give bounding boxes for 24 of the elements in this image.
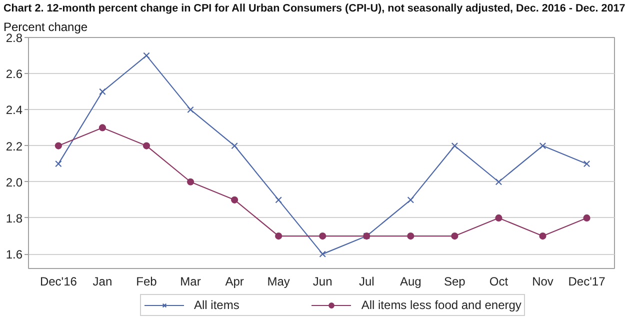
x-tick-label: Apr <box>225 274 244 288</box>
x-tick-label: Feb <box>136 274 158 288</box>
y-tick-label: 2.8 <box>6 31 23 45</box>
x-tick-label: Jan <box>92 274 112 288</box>
x-tick-label: Oct <box>489 274 509 288</box>
x-tick-label: Aug <box>400 274 422 288</box>
x-tick-label: May <box>267 274 290 288</box>
y-tick-label: 2.6 <box>6 67 23 82</box>
x-tick-label: Mar <box>180 274 201 288</box>
y-tick-label: 1.8 <box>6 211 23 226</box>
y-tick-label: 2.2 <box>6 139 23 154</box>
x-tick-label: Jun <box>312 274 332 288</box>
legend-label: All items <box>194 298 240 312</box>
y-axis-title: Percent change <box>4 20 88 34</box>
chart-title: Chart 2. 12-month percent change in CPI for All Urban Consumers (CPI-U), not seasonally adjusted, Dec. 2016 - Dec. 2017 <box>4 2 626 14</box>
y-tick-label: 2.4 <box>6 103 23 118</box>
x-tick-label: Jul <box>358 274 374 288</box>
y-tick-label: 2.0 <box>6 175 23 190</box>
legend-label: All items less food and energy <box>361 298 522 312</box>
x-tick-label: Dec'17 <box>568 274 606 288</box>
x-tick-label: Nov <box>532 274 554 288</box>
y-tick-label: 1.6 <box>6 248 23 262</box>
x-tick-label: Dec'16 <box>40 274 78 288</box>
x-tick-label: Sep <box>444 274 466 288</box>
